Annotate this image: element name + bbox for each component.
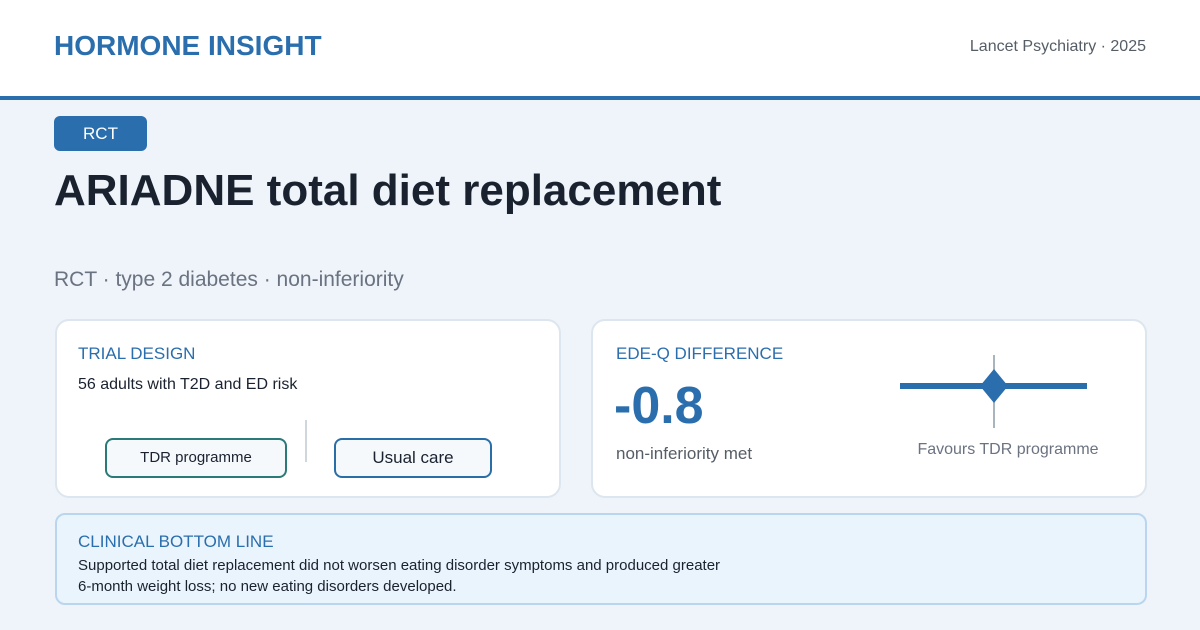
arm: TDR programme [105,438,287,478]
title: ARIADNE total diet replacement [54,166,722,215]
bottom-text: Supported total diet replacement did not… [78,557,721,574]
arm: Usual care [334,438,492,478]
divider [305,420,307,462]
source: Lancet Psychiatry · 2025 [969,38,1146,55]
subtitle: RCT · type 2 diabetes · non-inferiority [54,268,404,291]
result-label: EDE-Q DIFFERENCE [616,344,784,363]
design-text: 56 adults with T2D and ED risk [78,376,298,393]
bottom-card [55,513,1147,605]
bottom-label: CLINICAL BOTTOM LINE [78,532,274,551]
result-note: non-inferiority met [616,444,753,463]
design-label: TRIAL DESIGN [78,344,196,363]
bottom-text: 6-month weight loss; no new eating disor… [78,578,457,595]
estimate-diamond [980,369,1008,403]
badge: RCT [54,116,147,151]
result-card [591,319,1147,498]
forest-plot [900,355,1087,428]
result-value: -0.8 [614,377,704,435]
brand: HORMONE INSIGHT [54,30,322,61]
header [0,0,1200,100]
forest-caption: Favours TDR programme [917,441,1099,458]
